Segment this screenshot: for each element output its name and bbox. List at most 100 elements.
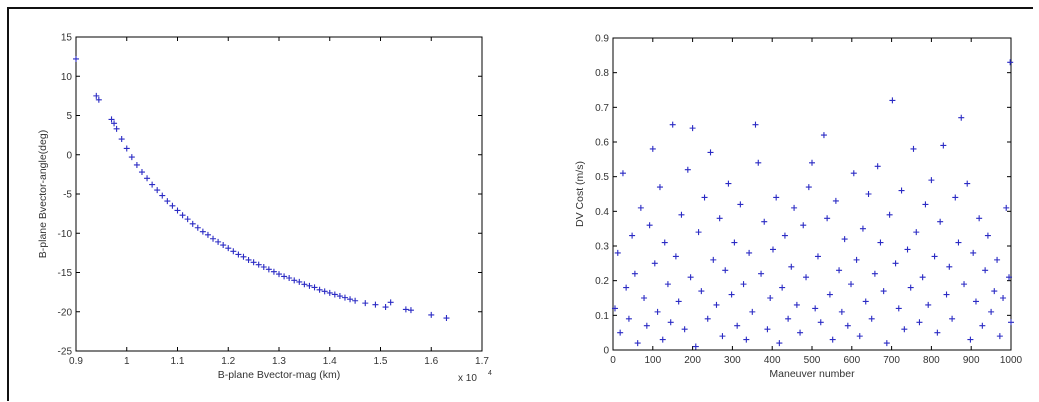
- data-point: [123, 145, 130, 152]
- y-tick-label: 0.1: [595, 311, 609, 322]
- data-point: [844, 322, 851, 329]
- data-point: [988, 308, 995, 315]
- data-point: [684, 166, 691, 173]
- data-point: [731, 239, 738, 246]
- y-tick-label: 0.6: [595, 138, 609, 149]
- data-point: [943, 291, 950, 298]
- data-point: [215, 238, 222, 245]
- data-point: [149, 181, 156, 188]
- data-point: [352, 297, 359, 304]
- data-point: [868, 315, 875, 322]
- y-tick-label: 0: [66, 150, 72, 161]
- data-point: [692, 343, 699, 350]
- data-point: [144, 175, 151, 182]
- data-point: [619, 170, 626, 177]
- data-point: [958, 114, 965, 121]
- data-point: [916, 319, 923, 326]
- data-point: [832, 197, 839, 204]
- y-tick-label: 0.4: [595, 207, 609, 218]
- data-point: [164, 198, 171, 205]
- data-point: [901, 326, 908, 333]
- data-point: [925, 301, 932, 308]
- x-axis-exponent: 4: [488, 370, 492, 377]
- data-point: [250, 259, 257, 266]
- data-point: [785, 315, 792, 322]
- data-point: [904, 246, 911, 253]
- data-point: [862, 298, 869, 305]
- data-point: [341, 294, 348, 301]
- data-point: [331, 291, 338, 298]
- data-point: [133, 161, 140, 168]
- data-point: [984, 232, 991, 239]
- chart-dv-cost: 0 100 200 300 400 500 600 700 800 900 1000 0.9 0.8 0.…: [574, 34, 1023, 381]
- data-point: [138, 169, 145, 176]
- data-point: [940, 142, 947, 149]
- data-point: [240, 253, 247, 260]
- y-axis-label: DV Cost (m/s): [574, 161, 586, 227]
- data-point: [976, 215, 983, 222]
- data-point: [994, 256, 1001, 263]
- y-tick-label: -10: [58, 229, 73, 240]
- data-point: [722, 267, 729, 274]
- data-point: [910, 145, 917, 152]
- data-point: [883, 340, 890, 347]
- data-point: [681, 326, 688, 333]
- chart-bplane-angle: 0.9 1 1.1 1.2 1.3 1.4 1.5 1.6 1.7 15 10 5 0 -5 -10 -15 -…: [37, 33, 492, 385]
- data-point: [991, 288, 998, 295]
- x-tick-label: 500: [804, 355, 821, 366]
- y-axis-label: B-plane Bvector-angle(deg): [37, 130, 49, 258]
- x-axis-multiplier: x 10: [458, 373, 477, 384]
- data-point: [118, 136, 125, 143]
- data-point: [961, 281, 968, 288]
- data-point: [656, 184, 663, 191]
- data-point: [865, 191, 872, 197]
- data-point: [704, 315, 711, 322]
- data-point: [800, 222, 807, 229]
- data-point: [767, 295, 774, 301]
- x-tick-label: 1.3: [272, 356, 286, 367]
- data-point: [874, 163, 881, 170]
- data-point: [1008, 319, 1014, 326]
- data-point: [1007, 59, 1014, 66]
- data-point: [841, 236, 848, 243]
- data-point: [972, 298, 979, 305]
- data-point: [805, 184, 812, 191]
- y-tick-label: 5: [66, 111, 72, 122]
- data-point: [661, 239, 668, 246]
- data-point: [996, 333, 1003, 340]
- data-point: [946, 263, 953, 270]
- x-tick-label: 1.2: [221, 356, 235, 367]
- data-point: [710, 256, 717, 263]
- data-point: [779, 284, 786, 291]
- plot-area: [75, 36, 483, 352]
- data-point: [952, 194, 959, 201]
- data-point: [276, 271, 282, 278]
- data-point: [169, 202, 176, 209]
- data-point: [669, 121, 676, 128]
- data-point: [793, 301, 800, 308]
- data-point: [707, 149, 714, 156]
- data-point: [889, 97, 896, 104]
- data-point: [814, 253, 821, 260]
- data-point: [907, 284, 914, 291]
- data-point: [769, 246, 776, 253]
- data-point: [761, 218, 768, 225]
- x-tick-label: 200: [684, 355, 701, 366]
- data-point: [225, 245, 232, 252]
- x-tick-label: 100: [644, 355, 661, 366]
- y-tick-label: 0.5: [595, 172, 609, 183]
- x-tick-label: 1000: [1000, 355, 1023, 366]
- data-point: [871, 270, 878, 277]
- data-point: [194, 224, 201, 231]
- x-tick-label: 1: [124, 356, 130, 367]
- data-point: [372, 301, 379, 308]
- x-tick-label: 600: [843, 355, 860, 366]
- data-point: [245, 256, 252, 263]
- x-tick-label: 0: [610, 355, 616, 366]
- data-point: [311, 284, 318, 291]
- data-point: [803, 274, 810, 281]
- data-point: [979, 322, 986, 329]
- y-tick-label: 0.7: [595, 103, 609, 114]
- data-point: [672, 253, 679, 260]
